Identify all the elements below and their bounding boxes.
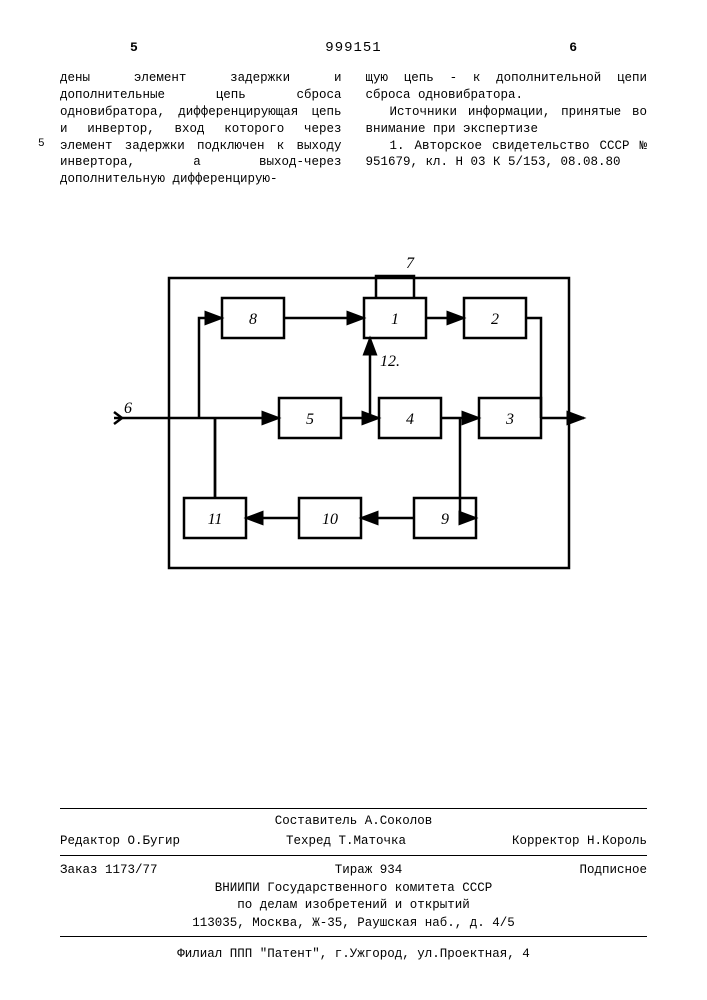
text-columns: 5 дены элемент задержки и дополнительные… bbox=[60, 70, 647, 188]
right-column: щую цепь - к дополнительной цепи сброса … bbox=[366, 70, 648, 188]
divider bbox=[60, 855, 647, 856]
patent-page: 5 999151 6 5 дены элемент задержки и доп… bbox=[0, 0, 707, 1000]
line-number: 5 bbox=[38, 138, 45, 150]
page-number-right: 6 bbox=[569, 40, 577, 55]
svg-text:8: 8 bbox=[249, 311, 257, 328]
org-line-2: по делам изобретений и открытий bbox=[60, 897, 647, 915]
sources-heading: Источники информации, принятые во вниман… bbox=[366, 104, 648, 138]
podpis: Подписное bbox=[579, 863, 647, 877]
page-number-left: 5 bbox=[130, 40, 138, 55]
techred: Техред Т.Маточка bbox=[286, 834, 406, 848]
credits-row: Редактор О.Бугир Техред Т.Маточка Коррек… bbox=[60, 831, 647, 851]
compiler-line: Составитель А.Соколов bbox=[60, 813, 647, 831]
svg-text:6: 6 bbox=[124, 400, 132, 417]
svg-text:10: 10 bbox=[322, 511, 338, 528]
svg-text:12.: 12. bbox=[380, 353, 400, 370]
document-number: 999151 bbox=[325, 40, 381, 56]
left-column: дены элемент задержки и дополнительные ц… bbox=[60, 70, 342, 188]
editor: Редактор О.Бугир bbox=[60, 834, 180, 848]
address: 113035, Москва, Ж-35, Раушская наб., д. … bbox=[60, 915, 647, 933]
divider bbox=[60, 936, 647, 937]
svg-text:2: 2 bbox=[491, 311, 499, 328]
left-text: дены элемент задержки и дополнительные ц… bbox=[60, 71, 342, 186]
svg-text:5: 5 bbox=[306, 411, 314, 428]
diagram-svg: 1 2 8 5 4 3 11 10 9 6 7 12. bbox=[104, 248, 604, 628]
page-header: 5 999151 6 bbox=[60, 40, 647, 60]
svg-text:4: 4 bbox=[406, 411, 414, 428]
right-text-2: 1. Авторское свидетельство СССР № 951679… bbox=[366, 138, 648, 172]
order: Заказ 1173/77 bbox=[60, 863, 158, 877]
svg-text:7: 7 bbox=[406, 255, 415, 272]
corrector: Корректор Н.Король bbox=[512, 834, 647, 848]
svg-text:3: 3 bbox=[505, 411, 514, 428]
right-text-1: щую цепь - к дополнительной цепи сброса … bbox=[366, 71, 648, 102]
tirazh: Тираж 934 bbox=[335, 863, 403, 877]
block-diagram: 1 2 8 5 4 3 11 10 9 6 7 12. bbox=[104, 248, 604, 628]
order-row: Заказ 1173/77 Тираж 934 Подписное bbox=[60, 860, 647, 880]
divider bbox=[60, 808, 647, 809]
svg-text:1: 1 bbox=[391, 311, 399, 328]
svg-text:9: 9 bbox=[441, 511, 449, 528]
svg-text:11: 11 bbox=[207, 511, 222, 528]
org-line-1: ВНИИПИ Государственного комитета СССР bbox=[60, 880, 647, 898]
filial: Филиал ППП "Патент", г.Ужгород, ул.Проек… bbox=[60, 941, 647, 961]
footer-block: Составитель А.Соколов Редактор О.Бугир Т… bbox=[60, 808, 647, 961]
